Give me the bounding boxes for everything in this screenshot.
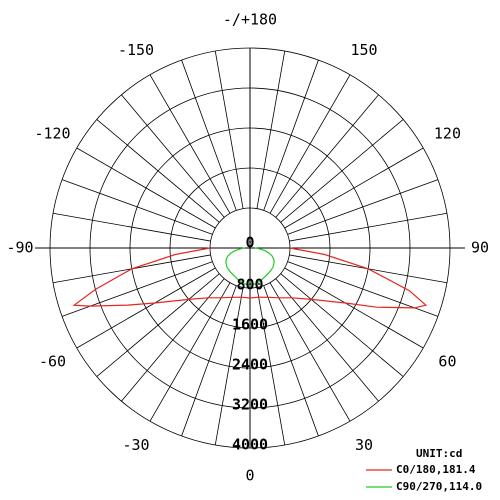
angle-tick-label: -/+180 xyxy=(223,11,277,29)
plot-area xyxy=(72,247,428,309)
labels: -/+180 -150 -120 -90 -60 -30 0 30 60 90 120 150 C0/1… xyxy=(6,11,489,494)
r-tick-label: 800 xyxy=(236,276,263,294)
ray xyxy=(149,74,231,214)
unit-label: UNIT:cd xyxy=(416,447,462,460)
ray xyxy=(181,285,237,437)
angle-tick-label: 60 xyxy=(438,353,456,371)
ray xyxy=(284,147,424,229)
angle-tick-label: -120 xyxy=(34,125,70,143)
r-tick-label: 0 xyxy=(245,234,254,252)
series-line xyxy=(225,247,275,287)
ray xyxy=(269,74,351,214)
angle-tick-label: 0 xyxy=(245,467,254,485)
angle-tick-label: -30 xyxy=(122,436,149,454)
angle-tick-label: 120 xyxy=(434,125,461,143)
ray xyxy=(256,50,286,209)
ray xyxy=(256,287,286,446)
ray xyxy=(263,285,319,437)
ray xyxy=(214,50,244,209)
ray xyxy=(214,287,244,446)
ray xyxy=(263,59,319,211)
ray xyxy=(121,278,225,402)
ray xyxy=(96,273,220,377)
ray xyxy=(284,267,424,349)
ray xyxy=(61,261,213,317)
angle-tick-label: 150 xyxy=(350,41,377,59)
ray xyxy=(275,94,379,218)
ray xyxy=(76,147,216,229)
ray xyxy=(287,179,439,235)
angle-tick-label: 90 xyxy=(471,239,489,257)
angle-tick-label: -150 xyxy=(118,41,154,59)
ray xyxy=(149,282,231,422)
angle-tick-label: 30 xyxy=(355,436,373,454)
ray xyxy=(289,212,448,242)
ray xyxy=(181,59,237,211)
ray xyxy=(96,119,220,223)
grid xyxy=(35,47,465,449)
ray xyxy=(76,267,216,349)
angle-tick-label: -90 xyxy=(6,239,33,257)
ray xyxy=(61,179,213,235)
r-tick-label: 4000 xyxy=(232,436,268,454)
ray xyxy=(121,94,225,218)
ray xyxy=(269,282,351,422)
ray xyxy=(52,212,211,242)
ray xyxy=(280,273,404,377)
legend-label: C90/270,114.0 xyxy=(396,480,482,493)
legend-label: C0/180,181.4 xyxy=(396,463,476,476)
ray xyxy=(275,278,379,402)
series-line xyxy=(72,247,428,309)
r-tick-label: 3200 xyxy=(232,396,268,414)
angle-tick-label: -60 xyxy=(39,353,66,371)
r-tick-label: 2400 xyxy=(232,356,268,374)
ray xyxy=(280,119,404,223)
r-tick-label: 1600 xyxy=(232,316,268,334)
